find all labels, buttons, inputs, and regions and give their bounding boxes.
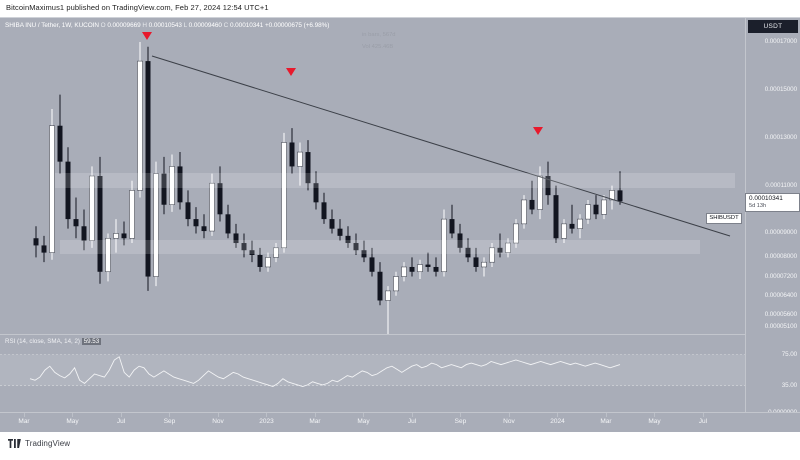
price-pane[interactable]: SHIBA INU / Tether, 1W, KUCOIN O 0.00009… (0, 18, 745, 334)
legend-low-value: 0.00009460 (188, 22, 222, 29)
price-tick-3: 0.00011000 (765, 181, 797, 189)
time-tick-Mar: Mar (18, 418, 30, 425)
bar-countdown: 5d 13h (749, 203, 767, 210)
tradingview-mark-icon (8, 439, 21, 448)
current-price-value: 0.00010341 (749, 195, 783, 203)
legend-open-key: O (100, 22, 106, 29)
sell-marker-triangle-2[interactable] (286, 68, 296, 76)
chart-legend[interactable]: SHIBA INU / Tether, 1W, KUCOIN O 0.00009… (5, 22, 329, 29)
price-tick-1: 0.00015000 (764, 85, 797, 93)
time-tick-Jul: Jul (698, 418, 708, 425)
time-tick-separator (605, 413, 607, 417)
price-tick-7: 0.00006400 (764, 291, 797, 299)
price-tick-2: 0.00013000 (764, 133, 797, 141)
time-tick-separator (702, 413, 704, 417)
time-tick-Mar: Mar (600, 418, 612, 425)
price-tick-8: 0.00005600 (764, 310, 797, 318)
price-axis[interactable]: USDT 0.00017000 0.00015000 0.00013000 0.000… (745, 18, 800, 416)
time-tick-Jul: Jul (116, 418, 126, 425)
time-tick-separator (460, 413, 462, 417)
legend-close-key: C (223, 22, 229, 29)
rsi-legend-value: 59.53 (81, 338, 102, 345)
rsi-legend-label: RSI (14, close, SMA, 14, 2) (5, 338, 80, 345)
resistance-band (55, 173, 735, 188)
time-tick-Sep: Sep (163, 418, 176, 425)
sell-marker-triangle-1[interactable] (142, 32, 152, 40)
tradingview-logo[interactable]: TradingView (8, 439, 70, 448)
time-tick-Jul: Jul (407, 418, 417, 425)
rsi-tick-1: 35.00 (781, 381, 797, 389)
chart-frame: SHIBA INU / Tether, 1W, KUCOIN O 0.00009… (0, 17, 800, 432)
time-tick-Sep: Sep (454, 418, 467, 425)
time-tick-2024: 2024 (550, 418, 565, 425)
time-axis[interactable]: Mar May Jul Sep Nov 2023 Mar May Jul Sep Nov 2024 Ma… (0, 412, 800, 432)
time-tick-separator (411, 413, 413, 417)
time-tick-Mar: Mar (309, 418, 321, 425)
sell-marker-triangle-3[interactable] (533, 127, 543, 135)
price-tick-6: 0.00007200 (764, 272, 797, 280)
time-tick-May: May (66, 418, 79, 425)
price-tick-0: 0.00017000 (764, 37, 797, 45)
legend-low-key: L (183, 22, 187, 29)
time-tick-separator (72, 413, 74, 417)
time-tick-separator (654, 413, 656, 417)
current-price-label[interactable]: 0.00010341 5d 13h (745, 193, 800, 213)
support-band (60, 240, 700, 254)
time-tick-May: May (357, 418, 370, 425)
legend-close-value: 0.00010341 (229, 22, 264, 29)
candlestick-series (33, 41, 731, 334)
footer: TradingView (0, 432, 800, 460)
legend-change: +0.00000675 (+6.98%) (264, 22, 330, 29)
time-tick-separator (169, 413, 171, 417)
legend-bars-info: in bars, 567d (362, 32, 396, 38)
legend-high-value: 0.00010543 (148, 22, 182, 29)
rsi-tick-0: 75.00 (781, 350, 797, 358)
rsi-legend[interactable]: RSI (14, close, SMA, 14, 2) 59.53 (5, 338, 102, 345)
rsi-series (0, 354, 745, 387)
time-tick-separator (217, 413, 219, 417)
rsi-pane[interactable]: RSI (14, close, SMA, 14, 2) 59.53 (0, 335, 745, 413)
tradingview-wordmark: TradingView (25, 439, 71, 448)
legend-symbol: SHIBA INU / Tether, 1W, KUCOIN (5, 22, 99, 29)
legend-high-key: H (142, 22, 147, 29)
time-tick-separator (24, 413, 25, 417)
attribution-text: BitcoinMaximus1 published on TradingView… (6, 3, 269, 12)
time-tick-separator (508, 413, 510, 417)
time-tick-2023: 2023 (259, 418, 274, 425)
price-tick-4: 0.00009000 (764, 229, 797, 237)
time-tick-Nov: Nov (212, 418, 224, 425)
currency-badge[interactable]: USDT (748, 20, 798, 33)
legend-volume-info: Vol 425.46B (362, 44, 394, 50)
time-tick-Nov: Nov (503, 418, 515, 425)
time-tick-May: May (648, 418, 661, 425)
time-tick-separator (266, 413, 268, 417)
pane-divider[interactable] (0, 334, 745, 335)
price-tick-5: 0.00008000 (764, 253, 797, 261)
legend-open-value: 0.00009669 (107, 22, 141, 29)
symbol-price-tag[interactable]: SHIBUSDT (706, 213, 742, 225)
time-tick-separator (363, 413, 365, 417)
time-tick-separator (120, 413, 122, 417)
time-tick-separator (557, 413, 559, 417)
price-tick-9: 0.00005100 (764, 322, 797, 330)
time-tick-separator (314, 413, 316, 417)
